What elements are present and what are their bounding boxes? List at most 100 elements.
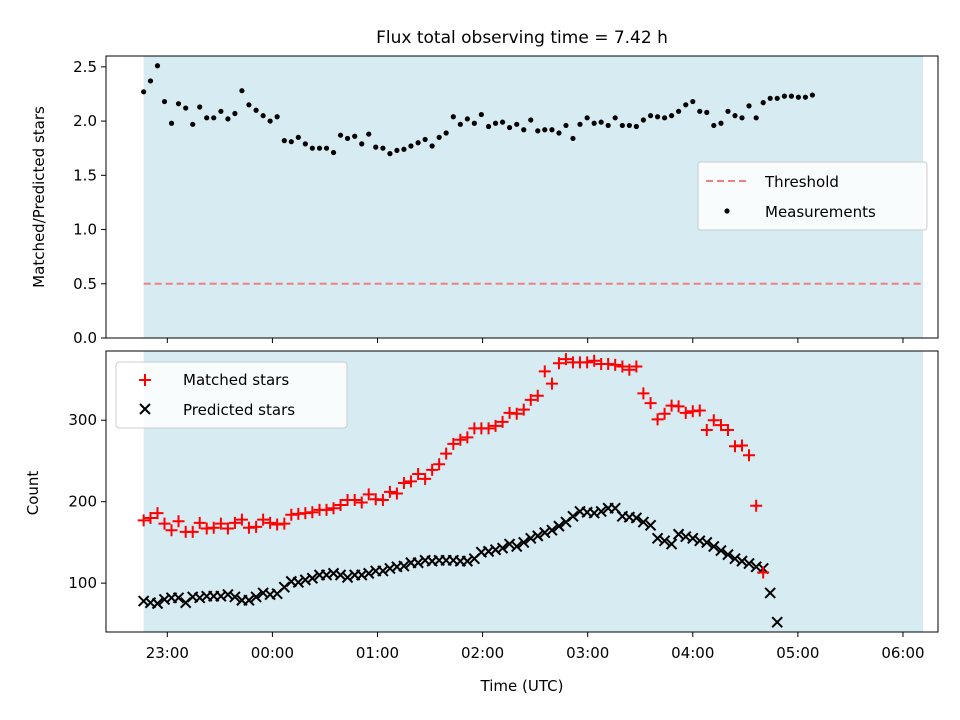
measurement-point (528, 117, 534, 123)
predicted-star-point (651, 532, 664, 545)
measurement-point (218, 108, 224, 114)
count-x-tick-label: 02:00 (461, 644, 504, 662)
matched-star-point (250, 520, 263, 533)
legend-predicted-swatch (139, 403, 151, 415)
count-x-tick-label: 06:00 (881, 644, 924, 662)
ratio-y-label: Matched/Predicted stars (30, 106, 48, 288)
matched-star-point (679, 406, 692, 419)
matched-star-point (750, 499, 763, 512)
measurement-point (232, 110, 238, 117)
measurement-point (683, 102, 689, 108)
predicted-star-point (222, 588, 234, 601)
legend-measurements-swatch (724, 208, 730, 214)
matched-star-point (165, 524, 178, 537)
count-x-tick-label: 05:00 (776, 644, 819, 662)
predicted-star-point (630, 512, 643, 524)
matched-star-point (693, 404, 706, 417)
ratio-y-tick-label: 2.5 (73, 58, 97, 76)
measurement-point (211, 115, 217, 121)
matched-star-point (588, 354, 601, 367)
matched-star-point (461, 431, 474, 444)
predicted-star-point (715, 544, 727, 557)
measurement-point (274, 114, 280, 120)
matched-star-point (630, 360, 643, 373)
predicted-star-point (546, 524, 558, 536)
predicted-star-point (334, 569, 347, 581)
predicted-star-point (658, 535, 671, 547)
measurement-point (725, 108, 731, 114)
legend-threshold-label: Threshold (764, 173, 839, 191)
measurement-point (225, 116, 231, 122)
measurement-point (612, 115, 618, 121)
predicted-star-point (567, 510, 579, 523)
legend-matched-label: Matched stars (183, 371, 289, 389)
predicted-star-point (736, 555, 748, 567)
measurement-point (183, 105, 189, 111)
matched-star-point (552, 357, 565, 370)
legend-measurements-label: Measurements (765, 203, 876, 221)
matched-star-point (221, 522, 234, 535)
matched-star-point (721, 424, 734, 437)
predicted-stars-points (137, 502, 783, 628)
count-plot-frame (105, 350, 939, 633)
measurement-point (802, 94, 809, 100)
matched-star-point (700, 424, 713, 437)
predicted-star-point (764, 587, 776, 599)
matched-star-point (714, 419, 727, 432)
measurement-point (147, 78, 154, 84)
count-y-tick-label: 100 (68, 574, 97, 592)
measurement-point (161, 98, 168, 105)
measurement-point (704, 109, 710, 115)
matched-star-point (390, 487, 403, 500)
measurement-point (394, 147, 400, 153)
predicted-star-point (701, 536, 713, 549)
measurement-point (337, 132, 344, 138)
count-y-ticks: 100 200 300 (68, 411, 106, 592)
matched-star-point (644, 397, 657, 410)
matched-star-point (757, 566, 770, 579)
measurement-point (760, 100, 766, 106)
matched-star-point (376, 494, 389, 507)
measurement-point (542, 127, 548, 133)
measurement-point (697, 108, 703, 114)
matched-star-point (517, 403, 530, 416)
count-x-label: Time (UTC) (480, 677, 564, 695)
measurement-point (175, 101, 182, 107)
matched-star-point (404, 475, 417, 488)
predicted-star-point (518, 536, 530, 549)
measurement-point (288, 139, 294, 145)
measurement-point (795, 94, 801, 100)
measurement-point (514, 121, 520, 127)
ratio-plot-frame (105, 55, 939, 339)
legend-matched-swatch (139, 374, 151, 386)
predicted-star-point (151, 597, 164, 610)
measurement-point (781, 93, 787, 99)
measurement-point (246, 102, 252, 108)
count-y-label: Count (24, 471, 42, 516)
predicted-star-point (729, 552, 741, 565)
predicted-star-point (525, 532, 537, 545)
predicted-star-point (292, 576, 305, 589)
measurement-point (380, 145, 386, 151)
matched-star-point (172, 515, 185, 528)
measurement-point (168, 120, 175, 126)
matched-star-point (327, 502, 340, 515)
measurement-point (429, 143, 435, 149)
ratio-panel: 0.0 0.5 1.0 1.5 2.0 2.5 Matched/Predicted sta… (30, 55, 939, 347)
count-legend-box (115, 361, 348, 429)
matched-star-point (348, 494, 361, 507)
predicted-star-point (539, 526, 551, 539)
measurement-point (570, 135, 576, 142)
measurement-point (478, 111, 484, 118)
measurement-point (464, 116, 470, 122)
matched-star-point (412, 467, 425, 480)
predicted-star-point (243, 594, 255, 606)
count-panel: 100 200 300 23:00 00:00 01:00 02:00 03:00 04:00… (24, 350, 939, 695)
measurement-point (443, 130, 449, 136)
matched-star-point (228, 516, 241, 529)
measurement-point (373, 144, 379, 150)
matched-star-point (151, 507, 164, 520)
measurement-point (654, 114, 661, 120)
matched-star-point (637, 387, 650, 400)
matched-star-point (320, 503, 333, 516)
